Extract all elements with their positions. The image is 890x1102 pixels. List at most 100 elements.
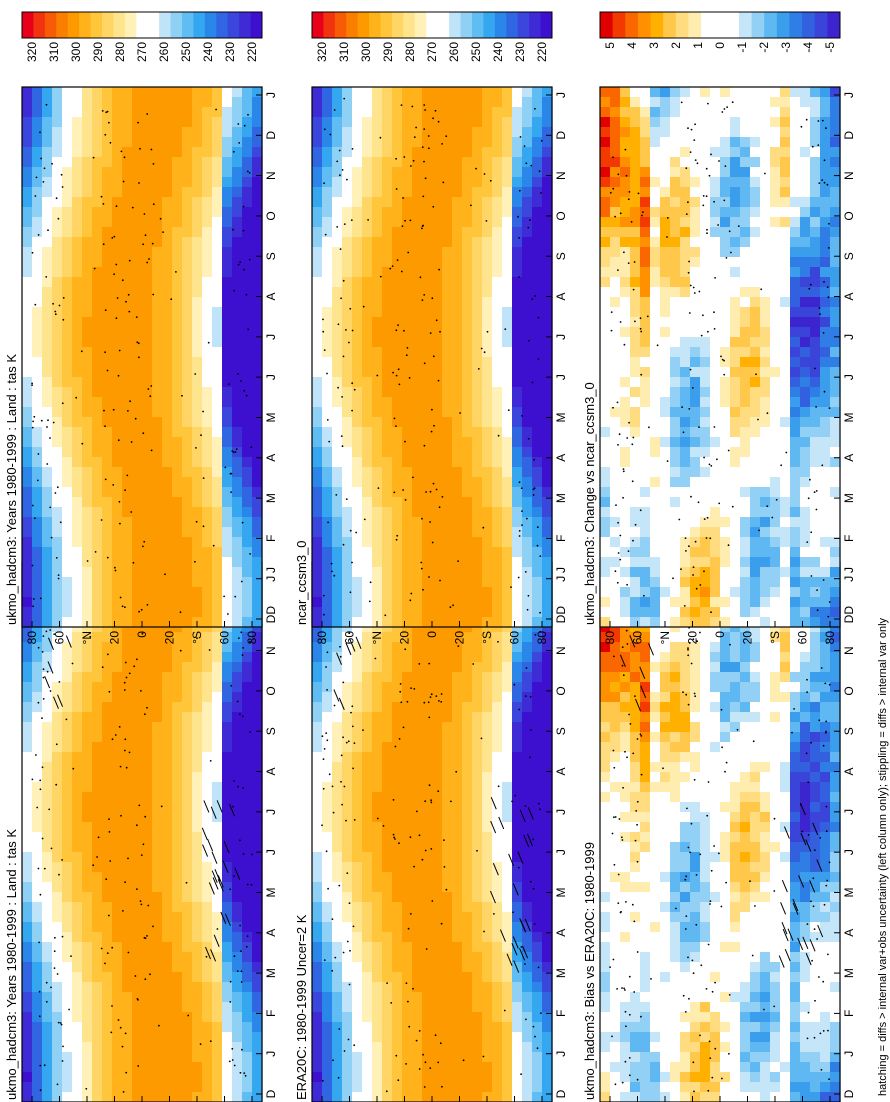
- heatmap-cell: [412, 942, 423, 953]
- heatmap-cell: [422, 862, 433, 873]
- heatmap-cell: [242, 1062, 253, 1073]
- heatmap-cell: [232, 137, 243, 148]
- stipple-dot: [242, 853, 245, 855]
- heatmap-cell: [122, 962, 133, 973]
- heatmap-cell: [62, 537, 73, 548]
- heatmap-cell: [392, 1072, 403, 1083]
- heatmap-cell: [222, 1032, 233, 1043]
- heatmap-cell: [502, 1052, 513, 1063]
- heatmap-cell: [162, 682, 173, 693]
- heatmap-cell: [242, 762, 253, 773]
- heatmap-cell: [132, 267, 143, 278]
- heatmap-cell: [212, 607, 223, 618]
- heatmap-cell: [92, 1072, 103, 1083]
- heatmap-cell: [102, 277, 113, 288]
- stipple-dot: [56, 973, 59, 975]
- heatmap-cell: [82, 127, 93, 138]
- heatmap-cell: [122, 642, 133, 653]
- heatmap-cell: [132, 912, 143, 923]
- heatmap-cell: [152, 207, 163, 218]
- heatmap-cell: [392, 782, 403, 793]
- heatmap-cell: [182, 882, 193, 893]
- heatmap-cell: [102, 527, 113, 538]
- heatmap-cell: [152, 792, 163, 803]
- heatmap-cell: [52, 497, 63, 508]
- colorbar-label: 270: [135, 42, 149, 62]
- heatmap-cell: [412, 1082, 423, 1093]
- heatmap-cell: [162, 762, 173, 773]
- stipple-dot: [124, 881, 126, 884]
- heatmap-cell: [182, 457, 193, 468]
- stipple-dot: [115, 263, 118, 266]
- heatmap-cell: [122, 217, 133, 228]
- heatmap-cell: [22, 1092, 33, 1102]
- heatmap-cell: [182, 842, 193, 853]
- stipple-dot: [121, 279, 124, 282]
- colorbar-swatch: [56, 12, 69, 38]
- stipple-dot: [232, 228, 234, 231]
- heatmap-cell: [532, 662, 543, 673]
- heatmap-cell: [222, 962, 233, 973]
- heatmap-cell: [132, 367, 143, 378]
- heatmap-cell: [512, 882, 523, 893]
- heatmap-cell: [72, 862, 83, 873]
- heatmap-cell: [152, 802, 163, 813]
- heatmap-cell: [172, 1082, 183, 1093]
- heatmap-cell: [202, 137, 213, 148]
- heatmap-cell: [332, 822, 343, 833]
- heatmap-cell: [72, 427, 83, 438]
- heatmap-cell: [42, 802, 53, 813]
- colorbar-swatch: [250, 12, 263, 38]
- heatmap-cell: [182, 902, 193, 913]
- heatmap-cell: [172, 752, 183, 763]
- heatmap-cell: [92, 557, 103, 568]
- heatmap-cell: [222, 277, 233, 288]
- stipple-dot: [128, 751, 131, 754]
- stipple-dot: [376, 817, 379, 820]
- stipple-dot: [405, 982, 408, 985]
- heatmap-cell: [102, 672, 113, 683]
- heatmap-cell: [172, 297, 183, 308]
- heatmap-cell: [162, 1062, 173, 1073]
- heatmap-cells: [312, 87, 553, 628]
- heatmap-cell: [42, 287, 53, 298]
- heatmap-cell: [212, 557, 223, 568]
- heatmap-cell: [432, 992, 443, 1003]
- heatmap-cell: [422, 962, 433, 973]
- heatmap-cell: [242, 427, 253, 438]
- heatmap-cell: [212, 922, 223, 933]
- heatmap-cell: [142, 752, 153, 763]
- heatmap-cell: [442, 932, 453, 943]
- heatmap-cell: [352, 862, 363, 873]
- stipple-dot: [399, 683, 402, 685]
- heatmap-cell: [492, 97, 503, 108]
- heatmap-cell: [542, 832, 553, 843]
- heatmap-cell: [352, 992, 363, 1003]
- heatmap-cell: [202, 307, 213, 318]
- heatmap-cell: [112, 902, 123, 913]
- heatmap-cell: [72, 177, 83, 188]
- heatmap-cell: [522, 1072, 533, 1083]
- heatmap-cell: [112, 982, 123, 993]
- month-tick-label: J: [554, 1051, 568, 1057]
- heatmap-cell: [242, 297, 253, 308]
- stipple-dot: [143, 936, 146, 939]
- stipple-dot: [200, 434, 202, 437]
- heatmap-cell: [172, 1022, 183, 1033]
- heatmap-cell: [32, 662, 43, 673]
- heatmap-cell: [392, 922, 403, 933]
- heatmap-cell: [142, 1072, 153, 1083]
- latitude-tick-label: 80: [25, 631, 39, 645]
- heatmap-cell: [112, 722, 123, 733]
- heatmap-cell: [52, 692, 63, 703]
- heatmap-cell: [322, 87, 333, 98]
- heatmap-cell: [82, 712, 93, 723]
- heatmap-cell: [162, 1032, 173, 1043]
- heatmap-cell: [402, 157, 413, 168]
- heatmap-cell: [162, 912, 173, 923]
- heatmap-cell: [422, 1082, 433, 1093]
- heatmap-cell: [212, 1012, 223, 1023]
- heatmap-cell: [62, 417, 73, 428]
- heatmap-cell: [102, 1002, 113, 1013]
- stipple-dot: [342, 681, 345, 684]
